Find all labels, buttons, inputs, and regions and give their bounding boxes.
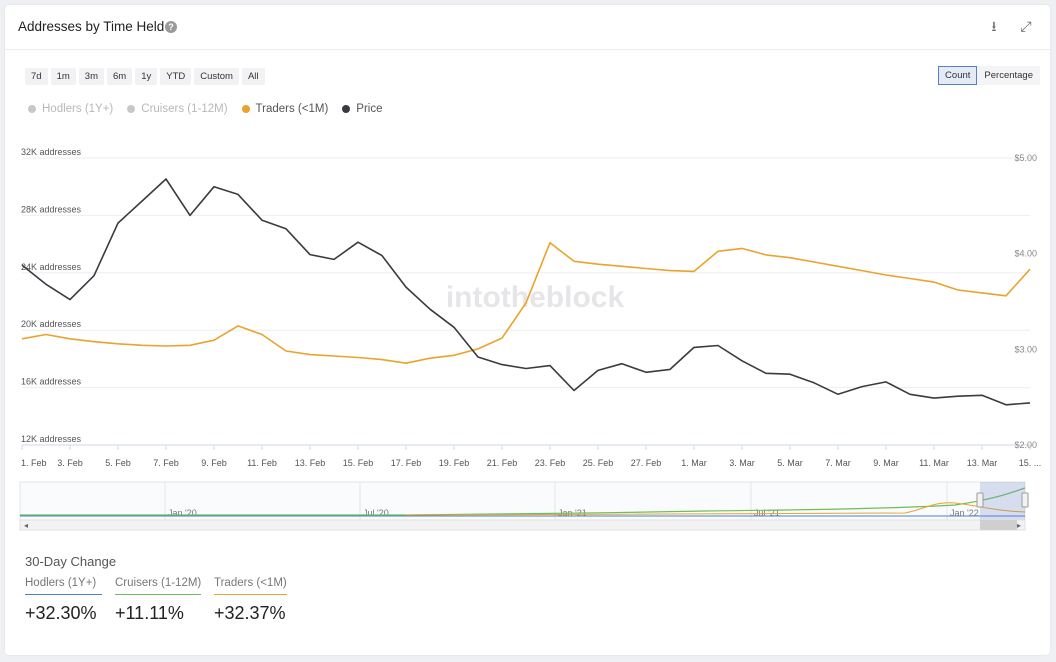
legend-dot	[241, 105, 250, 113]
x-tick-label: 17. Feb	[391, 458, 422, 468]
y-axis-left: 32K addresses 28K addresses 24K addresses 2…	[21, 147, 82, 444]
x-tick-label: 7. Mar	[825, 458, 851, 468]
range-3m-button[interactable]: 3m	[78, 68, 104, 85]
chart-legend: Hodlers (1Y+) Cruisers (1-12M) Traders (…	[28, 103, 382, 115]
y-left-tick-label: 24K addresses	[21, 262, 82, 272]
y-right-tick-label: $5.00	[1014, 153, 1037, 163]
x-tick-label: 23. Feb	[535, 458, 566, 468]
change-label: Hodlers (1Y+)	[25, 577, 103, 595]
x-tick-label: 15. Feb	[343, 458, 374, 468]
legend-dot	[342, 105, 351, 113]
x-tick-label: 1. Feb	[21, 458, 47, 468]
change-cruisers: Cruisers (1-12M) +11.11%	[115, 577, 202, 624]
download-icon[interactable]: ⭳	[991, 18, 997, 34]
range-6m-button[interactable]: 6m	[106, 68, 133, 85]
change-traders: Traders (<1M) +32.37%	[214, 577, 287, 624]
price-series-line	[21, 178, 1031, 406]
range-7d-button[interactable]: 7d	[25, 68, 48, 85]
x-tick-label: 19. Feb	[439, 458, 470, 468]
count-button[interactable]: Count	[938, 66, 978, 85]
traders-series-line	[21, 241, 1031, 365]
navigator-scrollbar[interactable]	[19, 519, 1026, 531]
x-tick-label: 13. Feb	[295, 458, 326, 468]
x-tick-label: 7. Feb	[153, 458, 179, 468]
x-tick-label: 5. Feb	[105, 458, 131, 468]
change-label: Traders (<1M)	[214, 577, 287, 595]
legend-dot	[28, 105, 36, 113]
range-custom-button[interactable]: Custom	[194, 68, 239, 85]
scroll-left-arrow[interactable]: ◂	[24, 521, 28, 530]
x-tick-label: 1. Mar	[681, 458, 707, 468]
x-tick-label: 27. Feb	[631, 458, 662, 468]
x-tick-label: 11. Feb	[247, 458, 277, 468]
x-tick-label: 21. Feb	[487, 458, 518, 468]
legend-label: Traders (<1M)	[255, 103, 329, 115]
range-ytd-button[interactable]: YTD	[160, 68, 192, 85]
legend-label: Hodlers (1Y+)	[42, 103, 114, 115]
grid	[22, 157, 1030, 446]
change-hodlers: Hodlers (1Y+) +32.30%	[25, 577, 103, 624]
range-1m-button[interactable]: 1m	[50, 68, 76, 85]
y-left-tick-label: 16K addresses	[21, 377, 82, 387]
y-left-tick-label: 12K addresses	[21, 434, 82, 444]
change-label: Cruisers (1-12M)	[115, 577, 202, 595]
legend-item-price[interactable]: Price	[342, 103, 382, 115]
navigator-label: Jan '20	[168, 508, 197, 518]
legend-dot	[127, 105, 136, 113]
y-axis-right: $5.00 $4.00 $3.00 $2.00	[1014, 153, 1037, 450]
legend-item-hodlers[interactable]: Hodlers (1Y+)	[28, 103, 113, 115]
changes-title: 30-Day Change	[25, 554, 117, 569]
chart-card: Addresses by Time Held ? ⭳ ⤢ 7d 1m 3m 6m…	[5, 5, 1050, 655]
navigator-selection[interactable]	[980, 482, 1025, 520]
y-right-tick-label: $4.00	[1014, 249, 1037, 259]
legend-label: Price	[356, 103, 383, 115]
y-left-tick-label: 20K addresses	[21, 319, 82, 329]
line-chart: intotheblock 32K addresses 28K addresses 2…	[21, 147, 1041, 468]
x-tick-label: 3. Feb	[57, 458, 83, 468]
x-tick-label: 13. Mar	[967, 458, 998, 468]
x-tick-label: 15. ...	[1019, 458, 1042, 468]
navigator-handle-right[interactable]	[1021, 492, 1029, 508]
change-value: +32.30%	[25, 603, 97, 623]
range-all-button[interactable]: All	[241, 68, 265, 85]
y-right-tick-label: $2.00	[1014, 440, 1037, 450]
x-tick-label: 9. Feb	[201, 458, 227, 468]
navigator-label: Jan '22	[950, 508, 979, 518]
change-value: +11.11%	[115, 603, 184, 623]
x-tick-label: 25. Feb	[583, 458, 614, 468]
expand-icon[interactable]: ⤢	[1020, 18, 1032, 34]
y-left-tick-label: 28K addresses	[21, 204, 82, 214]
x-tick-label: 3. Mar	[729, 458, 755, 468]
navigator-label: Jul '20	[363, 508, 389, 518]
navigator-handle-left[interactable]	[976, 492, 984, 508]
y-right-tick-label: $3.00	[1014, 344, 1037, 354]
change-value: +32.37%	[214, 603, 286, 623]
navigator[interactable]: Jan '20 Jul '20 Jan '21 Jul '21 Jan '22 ◂ ▸	[5, 479, 1050, 531]
x-tick-label: 9. Mar	[873, 458, 899, 468]
navigator-scroll-thumb[interactable]	[980, 520, 1017, 530]
x-tick-label: 11. Mar	[919, 458, 949, 468]
range-1y-button[interactable]: 1y	[135, 68, 158, 85]
navigator-label: Jul '21	[754, 508, 780, 518]
card-header: Addresses by Time Held ? ⭳ ⤢	[5, 5, 1050, 50]
scroll-right-arrow[interactable]: ▸	[1017, 521, 1021, 530]
mode-toggle: Count Percentage	[938, 66, 1040, 85]
legend-item-traders[interactable]: Traders (<1M)	[241, 103, 329, 115]
x-axis: 1. Feb 3. Feb 5. Feb 7. Feb 9. Feb 11. Feb 13.…	[21, 445, 1041, 468]
y-left-tick-label: 32K addresses	[21, 147, 82, 157]
navigator-traders-line	[404, 502, 1026, 516]
percentage-button[interactable]: Percentage	[977, 66, 1040, 85]
chart-title: Addresses by Time Held	[18, 19, 165, 34]
time-range-selector: 7d 1m 3m 6m 1y YTD Custom All	[25, 68, 265, 85]
series-lines	[21, 178, 1031, 406]
watermark: intotheblock	[446, 281, 625, 314]
legend-label: Cruisers (1-12M)	[141, 103, 228, 115]
help-icon[interactable]: ?	[165, 21, 177, 33]
x-tick-label: 5. Mar	[777, 458, 803, 468]
legend-item-cruisers[interactable]: Cruisers (1-12M)	[127, 103, 228, 115]
navigator-cruisers-line	[20, 487, 1026, 516]
